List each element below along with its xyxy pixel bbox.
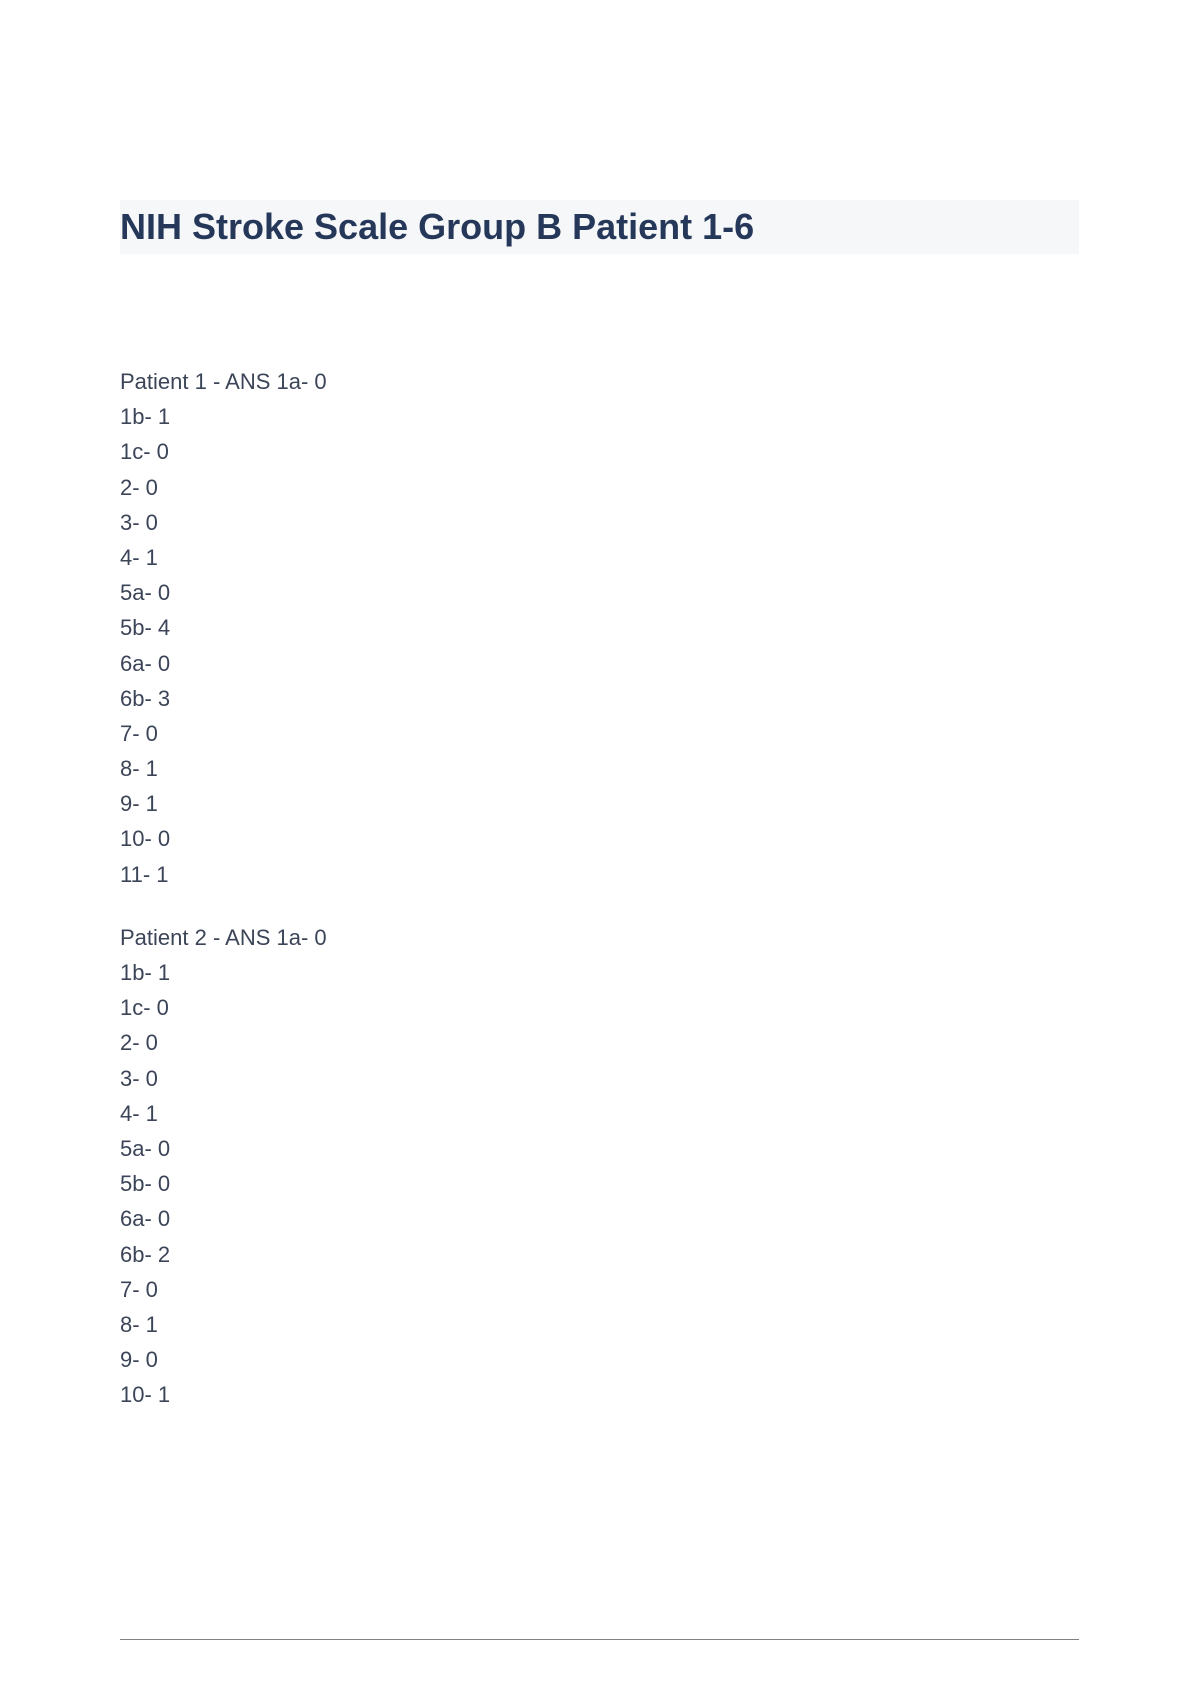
patient2-score-5a: 5a- 0: [120, 1131, 1079, 1166]
patient1-score-2: 2- 0: [120, 470, 1079, 505]
patient1-header: Patient 1 - ANS 1a- 0: [120, 364, 1079, 399]
patient1-score-4: 4- 1: [120, 540, 1079, 575]
patient2-score-6a: 6a- 0: [120, 1201, 1079, 1236]
patient1-score-3: 3- 0: [120, 505, 1079, 540]
patient2-score-9: 9- 0: [120, 1342, 1079, 1377]
patient2-score-3: 3- 0: [120, 1061, 1079, 1096]
patient1-score-6b: 6b- 3: [120, 681, 1079, 716]
patient1-score-1c: 1c- 0: [120, 434, 1079, 469]
footer-divider: [120, 1639, 1079, 1640]
patient1-score-7: 7- 0: [120, 716, 1079, 751]
document-page: NIH Stroke Scale Group B Patient 1-6 Pat…: [0, 0, 1199, 1472]
patient2-score-8: 8- 1: [120, 1307, 1079, 1342]
patient2-score-10: 10- 1: [120, 1377, 1079, 1412]
patient2-score-4: 4- 1: [120, 1096, 1079, 1131]
patient1-score-5b: 5b- 4: [120, 610, 1079, 645]
patient1-score-5a: 5a- 0: [120, 575, 1079, 610]
section-gap: [120, 892, 1079, 920]
patient1-score-8: 8- 1: [120, 751, 1079, 786]
patient2-score-6b: 6b- 2: [120, 1237, 1079, 1272]
patient1-score-11: 11- 1: [120, 857, 1079, 892]
patient1-score-9: 9- 1: [120, 786, 1079, 821]
patient1-score-10: 10- 0: [120, 821, 1079, 856]
patient2-score-1b: 1b- 1: [120, 955, 1079, 990]
patient1-score-6a: 6a- 0: [120, 646, 1079, 681]
patient2-score-2: 2- 0: [120, 1025, 1079, 1060]
patient2-header: Patient 2 - ANS 1a- 0: [120, 920, 1079, 955]
document-body: Patient 1 - ANS 1a- 0 1b- 1 1c- 0 2- 0 3…: [120, 364, 1079, 1412]
patient2-score-7: 7- 0: [120, 1272, 1079, 1307]
patient1-score-1b: 1b- 1: [120, 399, 1079, 434]
patient2-score-1c: 1c- 0: [120, 990, 1079, 1025]
patient2-score-5b: 5b- 0: [120, 1166, 1079, 1201]
page-title: NIH Stroke Scale Group B Patient 1-6: [120, 200, 1079, 254]
